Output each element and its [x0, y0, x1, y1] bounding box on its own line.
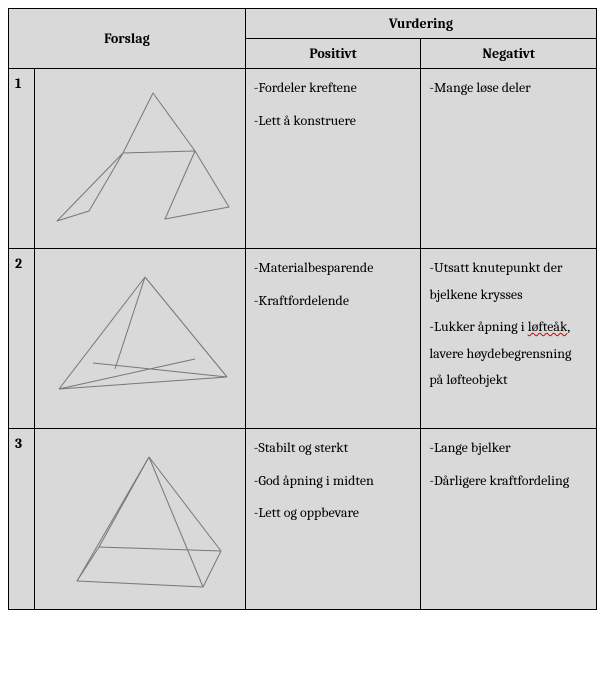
bullet-line: -Fordeler kreftene: [254, 75, 413, 102]
evaluation-table: Forslag Vurdering Positivt Negativt 1 -F…: [8, 8, 597, 610]
bullet-line: -Lukker åpning i løfteåk, lavere høydebe…: [429, 314, 588, 394]
header-positive: Positivt: [245, 39, 421, 69]
bullet-line: -Utsatt knutepunkt der bjelkene krysses: [429, 255, 588, 308]
bullet-line: -Kraftfordelende: [254, 288, 413, 315]
bullet-line: -Lett å konstruere: [254, 108, 413, 135]
table-row: 3 -Stabilt og sterkt -God åpning i midten…: [9, 429, 597, 610]
negative-cell: -Lange bjelker -Dårligere kraftfordeling: [421, 429, 597, 610]
bullet-line: -Mange løse deler: [429, 75, 588, 102]
positive-cell: -Fordeler kreftene -Lett å konstruere: [245, 69, 421, 249]
header-evaluation: Vurdering: [245, 9, 596, 39]
table-row: 1 -Fordeler kreftene -Lett å konstruere -M…: [9, 69, 597, 249]
bullet-line: -Lett og oppbevare: [254, 500, 413, 527]
diagram-2: [45, 259, 235, 409]
header-proposal: Forslag: [9, 9, 246, 69]
row-number: 3: [9, 429, 35, 610]
row-number: 1: [9, 69, 35, 249]
diagram-cell: [35, 69, 246, 249]
row-number: 2: [9, 249, 35, 429]
header-negative: Negativt: [421, 39, 597, 69]
table-body: 1 -Fordeler kreftene -Lett å konstruere -M…: [9, 69, 597, 610]
bullet-line: -Lange bjelker: [429, 435, 588, 462]
positive-cell: -Materialbesparende -Kraftfordelende: [245, 249, 421, 429]
bullet-line: -Stabilt og sterkt: [254, 435, 413, 462]
bullet-line: -God åpning i midten: [254, 468, 413, 495]
diagram-cell: [35, 429, 246, 610]
negative-cell: -Mange løse deler: [421, 69, 597, 249]
diagram-3: [45, 439, 235, 599]
bullet-line: -Dårligere kraftfordeling: [429, 468, 588, 495]
diagram-cell: [35, 249, 246, 429]
table-row: 2 -Materialbesparende -Kraftfordelende -Ut…: [9, 249, 597, 429]
bullet-line: -Materialbesparende: [254, 255, 413, 282]
positive-cell: -Stabilt og sterkt -God åpning i midten -L…: [245, 429, 421, 610]
negative-cell: -Utsatt knutepunkt der bjelkene krysses -…: [421, 249, 597, 429]
diagram-1: [45, 79, 235, 229]
